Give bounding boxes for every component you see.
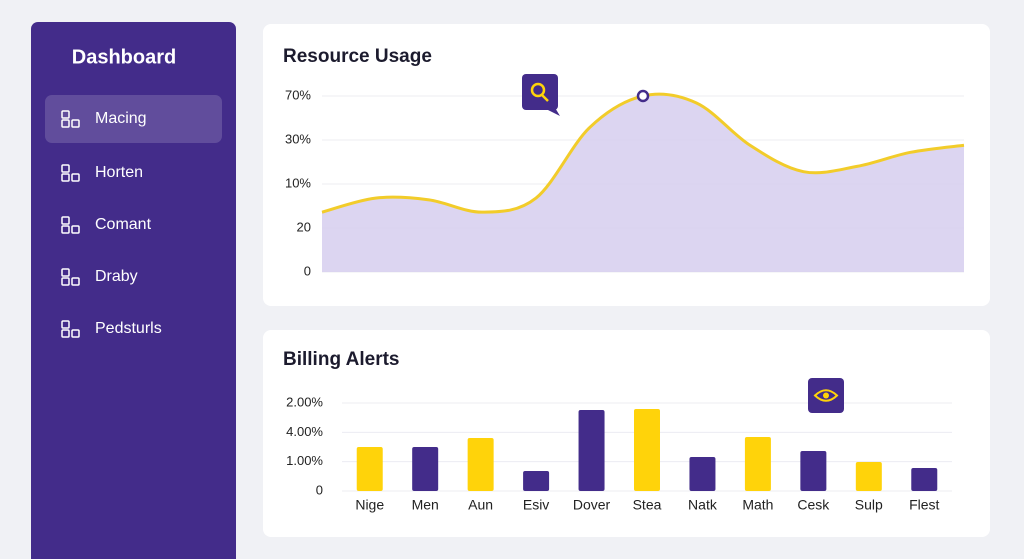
bar [523,471,550,491]
bar [634,409,660,491]
area [322,94,964,272]
nav-item-active [45,95,222,143]
x-tick-label: Flest [909,497,939,513]
icon-part [61,320,70,329]
nav-label[interactable]: Macing [95,110,147,127]
bar [911,468,938,491]
nav-icon [61,320,80,338]
nav-icon [61,268,80,286]
x-tick-label: Men [412,497,439,513]
bar [744,437,771,491]
y-tick-label: 10% [285,175,311,190]
bar [578,410,605,491]
nav-icon [61,216,80,234]
eye-icon [823,392,829,399]
nav-label[interactable]: Pedsturls [95,320,162,337]
icon-part [61,225,70,234]
nav-label[interactable]: Draby [95,268,138,285]
icon-part [61,173,70,182]
icon-part [61,164,70,173]
x-tick-label: Nige [355,497,384,513]
bar [467,438,494,491]
badge-tail [548,106,560,116]
icon-part [61,329,70,338]
search-button[interactable] [522,74,558,110]
y-tick-label: 70% [285,87,311,102]
icon-part [71,277,80,286]
x-tick-label: Sulp [855,497,883,513]
x-tick-label: Esiv [523,497,549,513]
bar [356,447,383,491]
y-tick-label: 0 [304,263,311,278]
icon-part [71,329,80,338]
icon-part [71,173,80,182]
y-tick-label: 4.00% [286,424,323,439]
icon-part [61,277,70,286]
y-tick-label: 0 [316,482,323,497]
nav-label[interactable]: Horten [95,164,143,181]
bar [689,457,716,491]
y-tick-label: 1.00% [286,453,323,468]
search-icon [541,94,549,102]
nav-icon [61,164,80,182]
sidebar-title: Dashboard [72,46,176,68]
bar [412,447,439,491]
y-tick-label: 2.00% [286,394,323,409]
y-tick-label: 20 [297,219,311,234]
nav-icon [61,110,80,128]
x-tick-label: Aun [468,497,493,513]
x-tick-label: Natk [688,497,718,513]
nav-label[interactable]: Comant [95,216,152,233]
icon-part [61,119,70,128]
icon-part [61,216,70,225]
bar [800,451,827,491]
bar [855,462,882,491]
card-title: Resource Usage [283,46,432,67]
icon-part [71,119,80,128]
x-tick-label: Stea [633,497,662,513]
search-icon [530,82,546,98]
icon-part [61,110,70,119]
highlight-point [636,89,650,103]
sidebar [31,22,236,559]
x-tick-label: Cesk [797,497,830,513]
y-tick-label: 30% [285,131,311,146]
x-tick-label: Math [742,497,773,513]
x-tick-label: Dover [573,497,611,513]
card-title: Billing Alerts [283,349,399,370]
eye-icon [813,389,839,402]
icon-part [61,268,70,277]
icon-part [71,225,80,234]
